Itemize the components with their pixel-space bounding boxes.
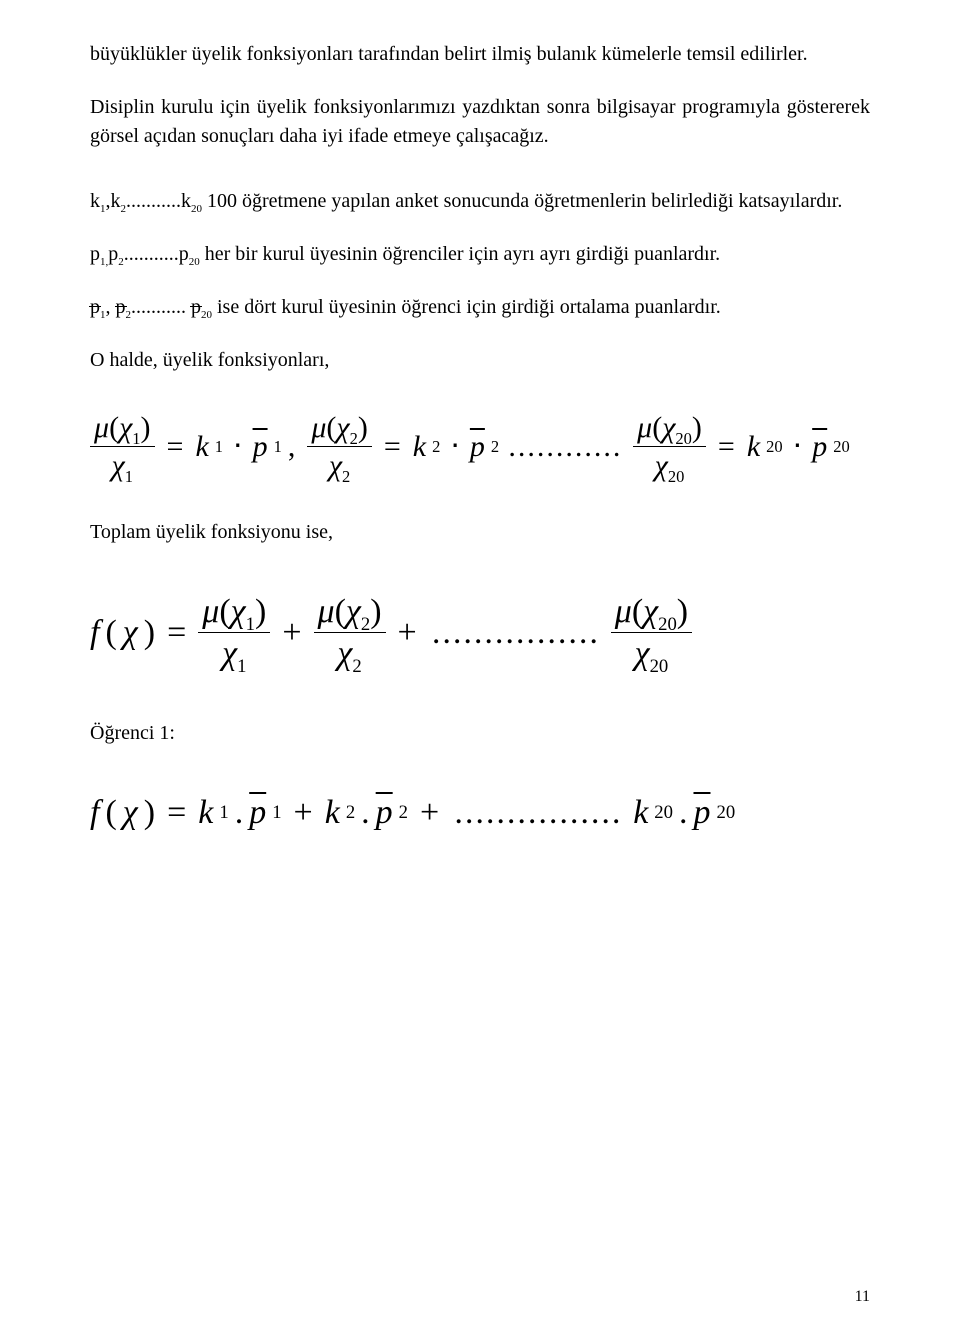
formula-3: f (χ) = k1. p1 + k2. p2 + ..............… [90,794,870,832]
fraction-f-1: μ(χ1) χ1 [198,593,270,673]
paragraph-2: Disiplin kurulu için üyelik fonksiyonlar… [90,93,870,151]
page-number: 11 [855,1288,870,1306]
paragraph-6: O halde, üyelik fonksiyonları, [90,346,870,375]
paragraph-3: k1,k2...........k20 100 öğretmene yapıla… [90,187,870,216]
paragraph-7: Toplam üyelik fonksiyonu ise, [90,518,870,547]
fraction-mu-chi-2: μ(χ2) χ2 [307,411,372,482]
paragraph-4: p1,p2...........p20 her bir kurul üyesin… [90,240,870,269]
formula-1: μ(χ1) χ1 = k1 ⋅ p1, μ(χ2) χ2 = k2 ⋅ p2 .… [90,411,870,482]
formula-2: f (χ) = μ(χ1) χ1 + μ(χ2) χ2 + ..........… [90,593,870,673]
paragraph-8: Öğrenci 1: [90,719,870,748]
paragraph-1: büyüklükler üyelik fonksiyonları tarafın… [90,40,870,69]
fraction-mu-chi-1: μ(χ1) χ1 [90,411,155,482]
fraction-f-2: μ(χ2) χ2 [314,593,386,673]
paragraph-5: p1, p2........... p20 ise dört kurul üye… [90,293,870,322]
fraction-f-20: μ(χ20) χ20 [611,593,692,673]
fraction-mu-chi-20: μ(χ20) χ20 [633,411,706,482]
